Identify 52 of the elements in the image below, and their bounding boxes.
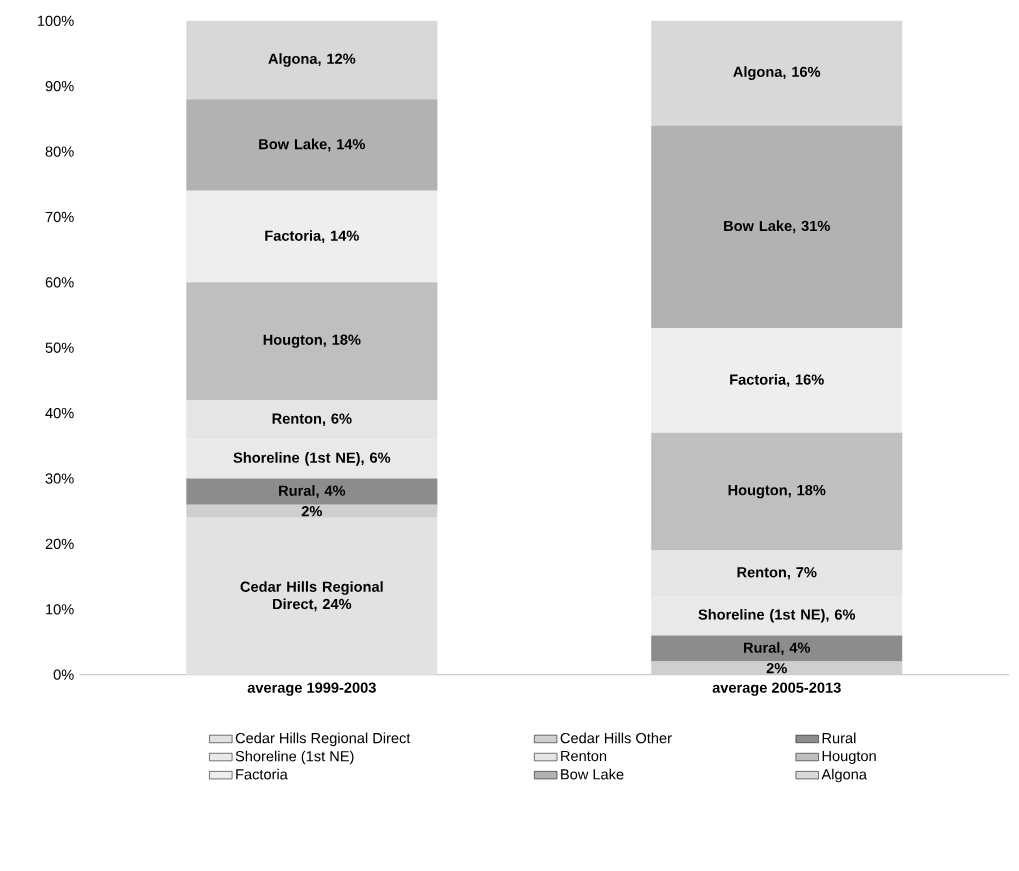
bar xyxy=(186,504,438,518)
data-label: 2% xyxy=(766,662,787,674)
y-tick-label: 60% xyxy=(45,277,74,288)
bar xyxy=(651,635,903,662)
legend-label: Factoria xyxy=(236,768,288,780)
bar xyxy=(651,20,903,126)
legend-label: Shoreline (1st NE) xyxy=(235,750,354,765)
legend-label: Algona xyxy=(821,768,867,783)
data-label: Factoria, 16% xyxy=(730,373,824,387)
x-tick-label: average 1999-2003 xyxy=(247,682,376,696)
bar xyxy=(186,517,438,675)
data-label: Bow Lake, 14% xyxy=(259,138,366,152)
bar xyxy=(186,99,438,191)
legend-label: Cedar Hills Other xyxy=(560,732,672,744)
data-label: Renton, 6% xyxy=(272,413,352,426)
legend-label: Renton xyxy=(561,750,607,762)
legend-label: Cedar Hills Regional Direct xyxy=(235,732,411,747)
bar xyxy=(651,328,903,433)
bar xyxy=(186,282,438,400)
y-tick-label: 90% xyxy=(45,80,74,92)
legend-label: Hougton xyxy=(822,750,876,764)
data-label: Factoria, 14% xyxy=(265,230,359,243)
y-tick-label: 0% xyxy=(53,669,74,680)
data-label: Renton, 7% xyxy=(737,567,817,580)
y-tick-label: 50% xyxy=(45,342,74,353)
bar xyxy=(651,432,903,551)
data-label: 2% xyxy=(301,505,322,517)
bar xyxy=(186,478,438,505)
y-tick-label: 80% xyxy=(45,146,74,157)
data-label: Cedar Hills Regional Direct, 24% xyxy=(240,581,383,612)
y-tick-label: 20% xyxy=(45,538,74,549)
bar xyxy=(651,661,903,675)
data-label: Bow Lake, 31% xyxy=(724,220,830,234)
data-label: Shoreline (1st NE), 6% xyxy=(233,451,391,466)
y-tick-label: 30% xyxy=(45,473,74,484)
data-label: Hougton, 18% xyxy=(263,334,361,348)
data-label: Algona, 16% xyxy=(733,66,821,80)
bar xyxy=(651,125,903,329)
data-label: Hougton, 18% xyxy=(728,484,826,499)
bar xyxy=(186,20,438,100)
bar xyxy=(186,190,438,283)
y-tick-label: 70% xyxy=(45,211,74,223)
y-tick-label: 100% xyxy=(37,15,74,26)
y-tick-label: 10% xyxy=(46,604,74,615)
x-tick-label: average 2005-2013 xyxy=(712,682,841,696)
data-label: Shoreline (1st NE), 6% xyxy=(698,608,856,623)
legend-label: Rural xyxy=(822,732,856,744)
legend-label: Bow Lake xyxy=(561,768,624,780)
data-label: Rural, 4% xyxy=(279,485,346,498)
data-label: Rural, 4% xyxy=(744,641,811,655)
data-label: Algona, 12% xyxy=(268,53,356,67)
y-tick-label: 40% xyxy=(45,407,74,419)
